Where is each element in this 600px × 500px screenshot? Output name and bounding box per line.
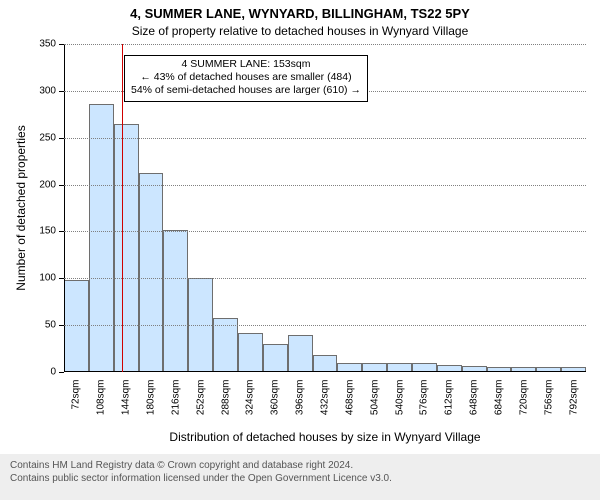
histogram-bar	[487, 367, 512, 372]
histogram-bar	[437, 365, 462, 372]
y-tick-label: 350	[16, 39, 56, 50]
x-tick-label: 108sqm	[96, 380, 107, 440]
y-tick-mark	[59, 372, 64, 373]
histogram-bar	[313, 355, 338, 372]
x-tick-label: 144sqm	[121, 380, 132, 440]
histogram-bar	[337, 363, 362, 372]
annotation-line: ← 43% of detached houses are smaller (48…	[131, 71, 361, 84]
histogram-bar	[114, 124, 139, 372]
x-tick-label: 684sqm	[494, 380, 505, 440]
annotation-line: 4 SUMMER LANE: 153sqm	[131, 58, 361, 71]
y-tick-mark	[59, 231, 64, 232]
x-tick-label: 324sqm	[245, 380, 256, 440]
x-tick-label: 432sqm	[320, 380, 331, 440]
y-tick-mark	[59, 325, 64, 326]
histogram-bar	[139, 173, 164, 372]
histogram-bar	[462, 366, 487, 372]
histogram-bar	[89, 104, 114, 372]
histogram-bar	[238, 333, 263, 372]
x-tick-label: 252sqm	[195, 380, 206, 440]
x-tick-label: 360sqm	[270, 380, 281, 440]
x-tick-label: 792sqm	[568, 380, 579, 440]
x-tick-label: 72sqm	[71, 380, 82, 440]
annotation-line: 54% of semi-detached houses are larger (…	[131, 84, 361, 97]
histogram-bar	[387, 363, 412, 372]
y-tick-mark	[59, 185, 64, 186]
attribution-footer: Contains HM Land Registry data © Crown c…	[0, 454, 600, 500]
x-tick-label: 720sqm	[518, 380, 529, 440]
y-tick-label: 200	[16, 179, 56, 190]
x-tick-label: 576sqm	[419, 380, 430, 440]
y-tick-mark	[59, 91, 64, 92]
x-tick-label: 288sqm	[220, 380, 231, 440]
y-tick-label: 150	[16, 226, 56, 237]
histogram-bar	[188, 278, 213, 372]
footer-line-1: Contains HM Land Registry data © Crown c…	[10, 460, 590, 473]
x-tick-label: 648sqm	[469, 380, 480, 440]
y-tick-mark	[59, 278, 64, 279]
y-tick-label: 100	[16, 273, 56, 284]
histogram-bar	[288, 335, 313, 372]
y-tick-label: 50	[16, 320, 56, 331]
x-tick-label: 216sqm	[170, 380, 181, 440]
x-tick-label: 180sqm	[146, 380, 157, 440]
histogram-bar	[64, 280, 89, 372]
histogram-bar	[163, 230, 188, 372]
y-tick-mark	[59, 138, 64, 139]
x-tick-label: 504sqm	[369, 380, 380, 440]
chart-subtitle: Size of property relative to detached ho…	[0, 24, 600, 39]
x-tick-label: 468sqm	[344, 380, 355, 440]
y-tick-label: 300	[16, 85, 56, 96]
histogram-bar	[213, 318, 238, 372]
y-tick-label: 250	[16, 132, 56, 143]
footer-line-2: Contains public sector information licen…	[10, 473, 590, 486]
chart-plot-area: 4 SUMMER LANE: 153sqm← 43% of detached h…	[64, 44, 586, 372]
x-tick-label: 396sqm	[295, 380, 306, 440]
y-tick-label: 0	[16, 367, 56, 378]
histogram-bar	[511, 367, 536, 372]
histogram-bar	[536, 367, 561, 372]
histogram-bar	[263, 344, 288, 372]
x-tick-label: 756sqm	[543, 380, 554, 440]
callout-annotation: 4 SUMMER LANE: 153sqm← 43% of detached h…	[124, 55, 368, 101]
y-tick-mark	[59, 44, 64, 45]
histogram-bar	[362, 363, 387, 372]
page-title: 4, SUMMER LANE, WYNYARD, BILLINGHAM, TS2…	[0, 6, 600, 22]
histogram-bar	[412, 363, 437, 372]
x-tick-label: 540sqm	[394, 380, 405, 440]
histogram-bar	[561, 367, 586, 372]
x-tick-label: 612sqm	[444, 380, 455, 440]
